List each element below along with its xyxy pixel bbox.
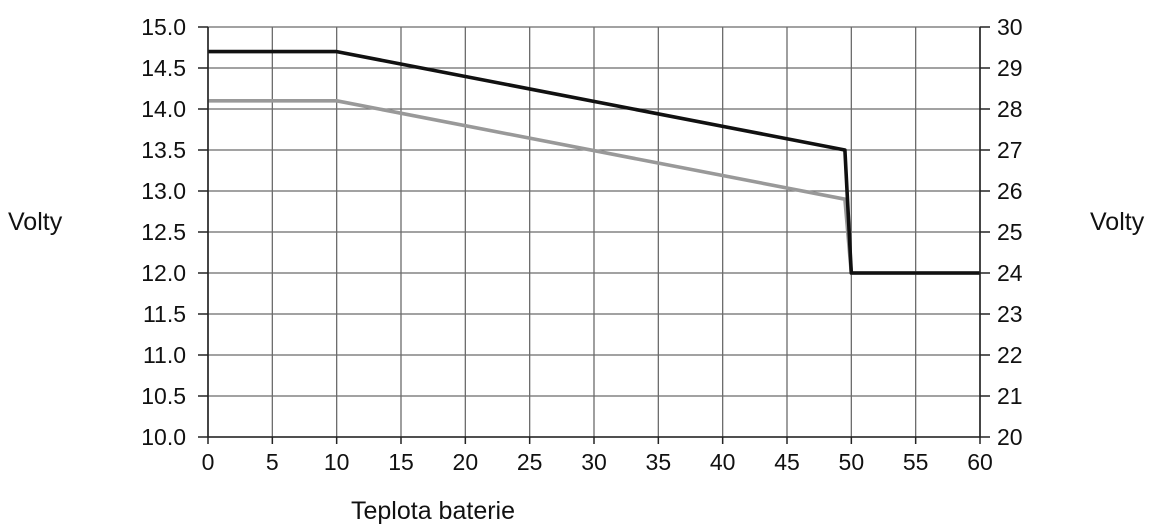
y2-tick-label: 23 <box>997 301 1023 327</box>
y-tick-label: 10.5 <box>141 383 186 409</box>
y-tick-label: 14.5 <box>141 55 186 81</box>
y-tick-label: 13.0 <box>141 178 186 204</box>
x-axis-label: Teplota baterie <box>351 497 515 525</box>
y-tick-label: 11.5 <box>143 301 186 327</box>
y-tick-label: 15.0 <box>141 14 186 40</box>
x-tick-label: 60 <box>967 449 993 475</box>
x-tick-label: 10 <box>324 449 350 475</box>
y2-tick-label: 20 <box>997 424 1023 450</box>
x-tick-label: 30 <box>581 449 607 475</box>
x-tick-label: 0 <box>202 449 215 475</box>
x-tick-label: 35 <box>646 449 672 475</box>
y-tick-label: 13.5 <box>141 137 186 163</box>
y2-axis-label: Volty <box>1090 208 1145 236</box>
y-axis-label: Volty <box>8 208 63 236</box>
y2-tick-label: 24 <box>997 260 1023 286</box>
y-tick-label: 14.0 <box>141 96 186 122</box>
y-tick-label: 11.0 <box>143 342 186 368</box>
y2-tick-label: 28 <box>997 96 1023 122</box>
x-tick-label: 45 <box>774 449 800 475</box>
x-tick-label: 5 <box>266 449 279 475</box>
y2-tick-label: 21 <box>997 383 1023 409</box>
axes <box>198 26 990 444</box>
x-tick-label: 20 <box>453 449 479 475</box>
x-tick-label: 55 <box>903 449 929 475</box>
y2-tick-label: 26 <box>997 178 1023 204</box>
y2-tick-label: 22 <box>997 342 1023 368</box>
x-tick-label: 40 <box>710 449 736 475</box>
y2-tick-label: 27 <box>997 137 1023 163</box>
grid <box>207 26 981 438</box>
series-line <box>208 49 980 275</box>
y2-tick-label: 30 <box>997 14 1023 40</box>
y2-tick-label: 25 <box>997 219 1023 245</box>
x-tick-label: 50 <box>839 449 865 475</box>
y2-tick-label: 29 <box>997 55 1023 81</box>
series-group <box>208 49 980 275</box>
y-tick-label: 12.0 <box>141 260 186 286</box>
x-tick-label: 25 <box>517 449 543 475</box>
tick-labels: 0 5 10 15 20 25 30 35 40 45 50 55 60 10.0 10.5 11.0 11.5… <box>141 14 1023 475</box>
x-tick-label: 15 <box>388 449 414 475</box>
y-tick-label: 12.5 <box>141 219 186 245</box>
y-tick-label: 10.0 <box>141 424 186 450</box>
